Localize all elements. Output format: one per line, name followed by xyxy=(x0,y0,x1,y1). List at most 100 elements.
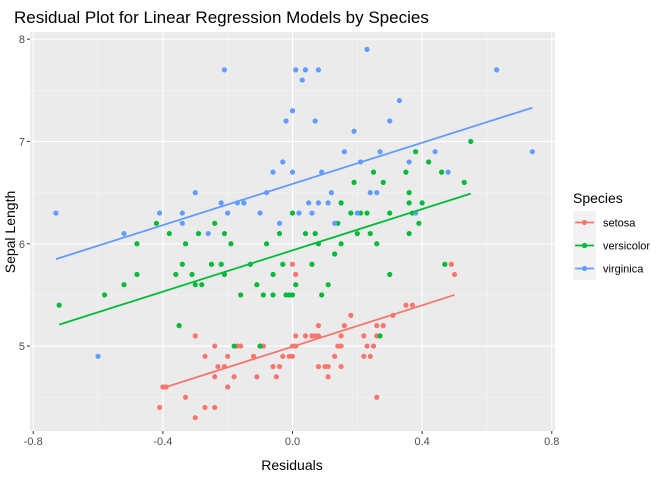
setosa-point xyxy=(212,343,218,349)
setosa-point xyxy=(302,333,309,339)
versicolor-point xyxy=(387,271,393,278)
virginica-point xyxy=(374,190,380,196)
virginica-point xyxy=(377,149,383,155)
setosa-fit-line xyxy=(162,294,455,389)
versicolor-point xyxy=(403,169,409,175)
virginica-point xyxy=(302,67,309,73)
versicolor-point xyxy=(257,343,263,349)
setosa-point xyxy=(361,353,367,359)
setosa-point xyxy=(225,353,231,359)
virginica-point xyxy=(364,46,370,52)
virginica-point xyxy=(179,210,185,216)
setosa-point xyxy=(341,323,347,329)
versicolor-point xyxy=(254,282,260,288)
setosa-point xyxy=(361,333,367,339)
virginica-point xyxy=(312,118,318,124)
versicolor-point xyxy=(56,302,62,308)
setosa-point xyxy=(254,374,260,380)
setosa-point xyxy=(335,343,341,349)
legend-key-point xyxy=(581,242,588,249)
versicolor-point xyxy=(442,261,448,267)
versicolor-point xyxy=(461,179,467,185)
versicolor-point xyxy=(153,220,159,226)
versicolor-point xyxy=(338,241,344,247)
versicolor-point xyxy=(280,261,286,267)
y-axis-ticks: 5 6 7 8 xyxy=(19,34,30,353)
legend-label: setosa xyxy=(603,218,636,230)
versicolor-point xyxy=(289,292,296,298)
versicolor-point xyxy=(413,149,419,155)
versicolor-point xyxy=(192,282,198,288)
legend-item-versicolor: versicolor xyxy=(573,234,650,257)
versicolor-point xyxy=(312,230,318,237)
setosa-point xyxy=(192,333,198,339)
setosa-point xyxy=(212,374,218,380)
series-virginica xyxy=(53,46,535,359)
virginica-point xyxy=(351,128,357,134)
versicolor-point xyxy=(419,200,425,206)
setosa-point xyxy=(348,312,354,318)
virginica-point xyxy=(299,77,305,83)
setosa-point xyxy=(370,343,377,349)
versicolor-point xyxy=(173,271,179,278)
setosa-point xyxy=(157,404,163,411)
setosa-point xyxy=(202,404,208,411)
legend-label: versicolor xyxy=(603,241,650,253)
virginica-point xyxy=(367,190,373,196)
setosa-point xyxy=(380,323,386,329)
x-tick-label: -0.4 xyxy=(153,436,172,448)
versicolor-point xyxy=(212,220,218,226)
virginica-point xyxy=(157,210,163,216)
setosa-point xyxy=(367,353,373,359)
virginica-point xyxy=(293,67,299,73)
versicolor-point xyxy=(179,261,185,267)
setosa-point xyxy=(212,404,218,411)
virginica-point xyxy=(276,220,283,226)
setosa-point xyxy=(374,323,380,329)
setosa-point xyxy=(192,415,198,421)
setosa-point xyxy=(325,363,331,370)
setosa-point xyxy=(293,271,299,278)
setosa-point xyxy=(273,374,279,380)
versicolor-point xyxy=(263,241,270,247)
versicolor-point xyxy=(189,271,195,278)
virginica-point xyxy=(221,67,228,73)
setosa-point xyxy=(238,343,244,349)
virginica-point xyxy=(241,200,247,206)
virginica-point xyxy=(283,118,289,124)
versicolor-point xyxy=(182,241,189,247)
versicolor-point xyxy=(176,323,182,329)
legend: Species setosa versicolor virginica xyxy=(573,190,650,280)
versicolor-point xyxy=(228,241,234,247)
setosa-point xyxy=(202,353,208,359)
setosa-point xyxy=(182,394,189,400)
versicolor-point xyxy=(387,210,393,216)
versicolor-point xyxy=(289,210,296,216)
setosa-point xyxy=(332,353,338,359)
versicolor-point xyxy=(325,282,331,288)
versicolor-point xyxy=(238,292,244,298)
setosa-point xyxy=(215,363,221,370)
versicolor-point xyxy=(438,169,445,175)
legend-item-setosa: setosa xyxy=(573,211,636,234)
virginica-point xyxy=(280,159,286,165)
setosa-point xyxy=(364,343,370,349)
versicolor-point xyxy=(270,292,276,298)
versicolor-point xyxy=(370,169,377,175)
virginica-point xyxy=(218,200,224,206)
virginica-point xyxy=(192,190,198,196)
virginica-point xyxy=(270,169,276,175)
versicolor-fit-line xyxy=(58,192,472,326)
setosa-point xyxy=(289,353,296,359)
versicolor-point xyxy=(199,282,205,288)
versicolor-point xyxy=(348,210,354,216)
virginica-point xyxy=(445,169,451,175)
series-versicolor xyxy=(56,138,474,349)
setosa-point xyxy=(315,363,322,370)
versicolor-point xyxy=(377,333,383,339)
y-tick-label: 8 xyxy=(19,34,25,46)
setosa-point xyxy=(338,363,344,370)
setosa-point xyxy=(276,363,283,370)
x-tick-label: 0.4 xyxy=(414,436,429,448)
setosa-point xyxy=(409,302,416,308)
